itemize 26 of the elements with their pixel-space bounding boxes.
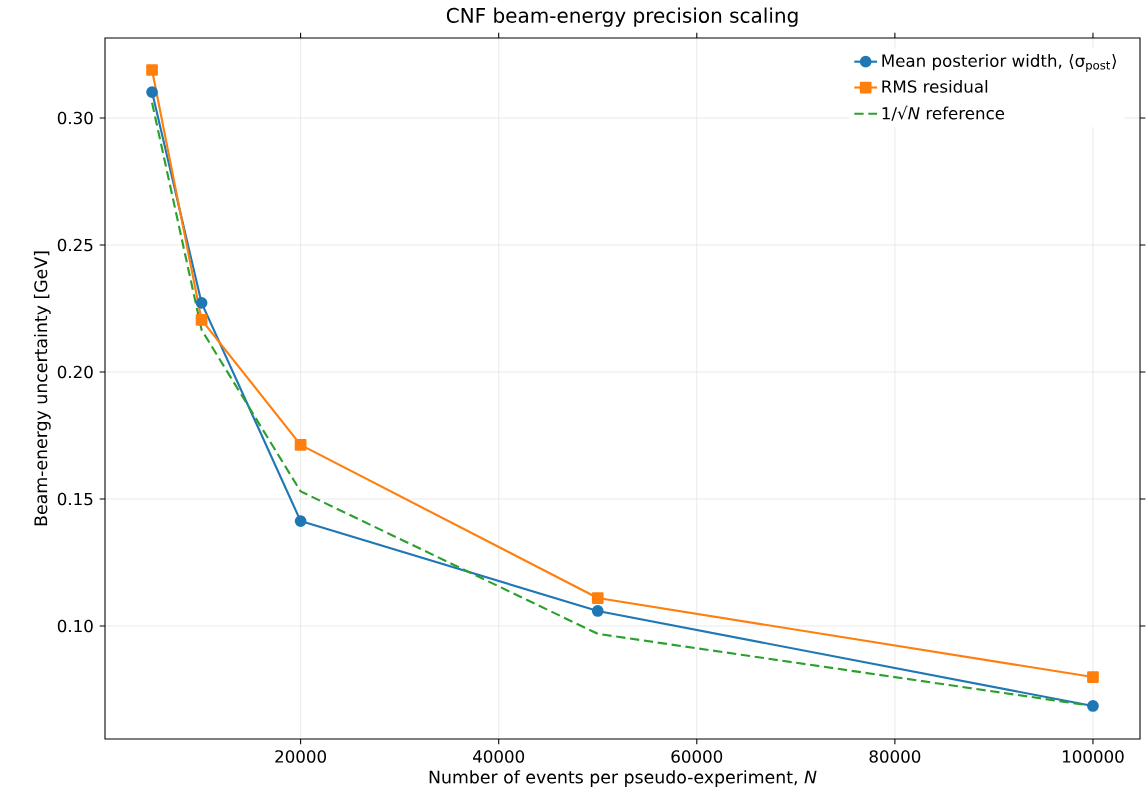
y-tick-label: 0.25 (57, 238, 93, 252)
point (1087, 671, 1099, 683)
legend-label: 1/√N reference (882, 105, 1005, 121)
point (294, 515, 307, 527)
y-axis-title: Beam-energy uncertainty [GeV] (33, 251, 51, 526)
point (591, 592, 604, 604)
point (294, 439, 307, 451)
x-tick-label: 40000 (473, 750, 525, 763)
y-tick-label: 0.15 (57, 492, 93, 506)
x-tick-label: 100000 (1063, 750, 1124, 763)
point (591, 605, 604, 617)
point (1087, 700, 1099, 712)
y-tick-label: 0.10 (57, 619, 93, 633)
y-tick-label: 0.20 (57, 365, 93, 379)
x-axis-title: Number of events per pseudo-experiment, N (429, 770, 817, 787)
x-tick-label: 60000 (671, 750, 723, 763)
point (146, 86, 158, 98)
y-tick-label: 0.30 (57, 111, 93, 125)
x-tick-label: 80000 (869, 750, 921, 763)
point (146, 64, 158, 76)
x-tick-label: 20000 (275, 750, 326, 763)
chart-title: CNF beam-energy precision scaling (446, 7, 798, 27)
point (195, 314, 208, 326)
legend-label: RMS residual (882, 79, 988, 93)
legend-label: Mean posterior width, ⟨σ$_{post}$⟩ (882, 54, 1117, 72)
point (195, 297, 208, 309)
